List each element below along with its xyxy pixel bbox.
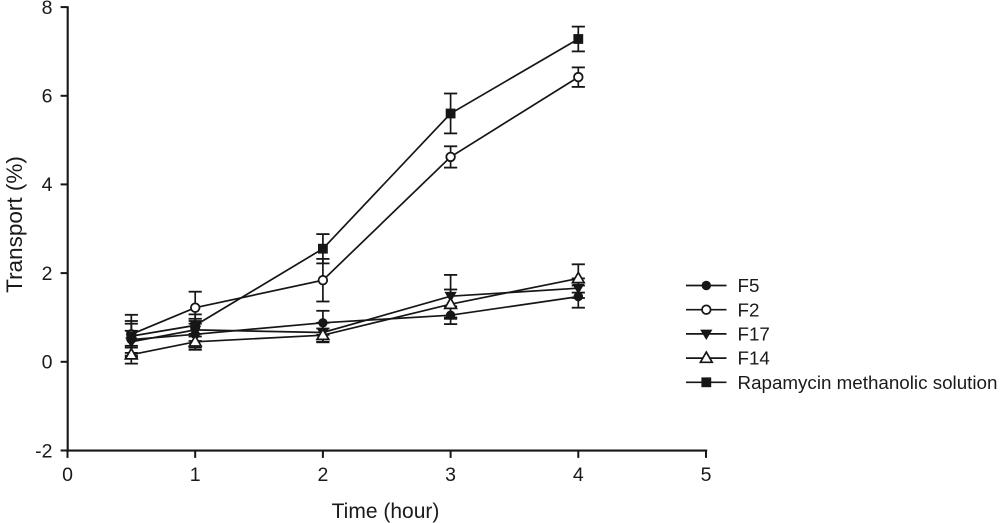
svg-text:4: 4: [573, 464, 584, 486]
svg-text:4: 4: [42, 174, 53, 196]
svg-text:Rapamycin methanolic solution: Rapamycin methanolic solution: [738, 372, 998, 393]
svg-text:2: 2: [317, 464, 328, 486]
svg-text:F14: F14: [738, 348, 770, 369]
svg-text:Time (hour): Time (hour): [332, 500, 440, 523]
svg-text:F2: F2: [738, 299, 760, 320]
svg-text:5: 5: [701, 464, 712, 486]
svg-text:-2: -2: [35, 440, 52, 462]
svg-text:2: 2: [42, 263, 53, 285]
svg-text:8: 8: [42, 0, 53, 19]
svg-text:F5: F5: [738, 275, 760, 296]
svg-text:3: 3: [445, 464, 456, 486]
svg-text:Transport (%): Transport (%): [2, 156, 27, 293]
svg-text:0: 0: [62, 464, 73, 486]
svg-text:6: 6: [42, 86, 53, 108]
svg-text:1: 1: [190, 464, 201, 486]
svg-text:F17: F17: [738, 324, 770, 345]
svg-text:0: 0: [42, 352, 53, 374]
